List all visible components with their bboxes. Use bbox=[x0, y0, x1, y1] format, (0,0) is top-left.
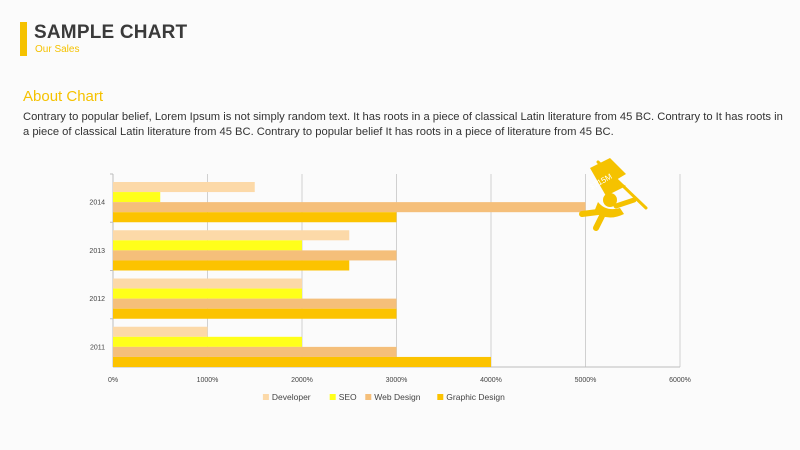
y-tick-label: 2012 bbox=[89, 296, 105, 303]
bar-graphic-design-2011 bbox=[113, 356, 491, 367]
x-tick-label: 3000% bbox=[386, 377, 408, 384]
bar-seo-2013 bbox=[113, 240, 302, 251]
about-text: Contrary to popular belief, Lorem Ipsum … bbox=[23, 111, 783, 138]
page-subtitle: Our Sales bbox=[35, 44, 80, 55]
legend-label: Graphic Design bbox=[446, 392, 505, 402]
x-tick-label: 2000% bbox=[291, 377, 313, 384]
y-tick-label: 2013 bbox=[89, 248, 105, 255]
legend-label: Web Design bbox=[374, 392, 420, 402]
x-tick-label: 1000% bbox=[197, 377, 219, 384]
y-tick-label: 2011 bbox=[90, 344, 105, 351]
x-tick-label: 0% bbox=[108, 377, 118, 384]
bar-developer-2014 bbox=[113, 182, 255, 193]
x-tick-label: 4000% bbox=[480, 377, 502, 384]
legend-swatch bbox=[329, 394, 336, 400]
bar-developer-2011 bbox=[113, 326, 208, 337]
legend-swatch bbox=[262, 394, 269, 400]
bar-web-design-2013 bbox=[113, 250, 397, 261]
legend-label: SEO bbox=[339, 392, 357, 402]
bar-graphic-design-2014 bbox=[113, 212, 397, 223]
x-tick-label: 6000% bbox=[669, 377, 691, 384]
legend-swatch bbox=[365, 394, 372, 400]
x-tick-label: 5000% bbox=[575, 377, 597, 384]
bar-developer-2012 bbox=[113, 278, 302, 289]
title-accent-bar bbox=[20, 22, 27, 56]
legend-swatch bbox=[437, 394, 444, 400]
bar-web-design-2011 bbox=[113, 346, 397, 357]
about-heading: About Chart bbox=[23, 88, 104, 105]
flag-runner-icon: $715M bbox=[579, 158, 648, 231]
bar-graphic-design-2013 bbox=[113, 260, 350, 271]
page-title: SAMPLE CHART bbox=[34, 22, 188, 43]
bar-developer-2013 bbox=[113, 230, 350, 241]
y-tick-label: 2014 bbox=[89, 200, 105, 207]
bar-seo-2014 bbox=[113, 192, 161, 203]
bar-seo-2012 bbox=[113, 288, 302, 299]
bar-web-design-2014 bbox=[113, 202, 586, 213]
bar-seo-2011 bbox=[113, 336, 302, 347]
legend-label: Developer bbox=[272, 392, 311, 402]
bar-web-design-2012 bbox=[113, 298, 397, 309]
bar-graphic-design-2012 bbox=[113, 308, 397, 319]
